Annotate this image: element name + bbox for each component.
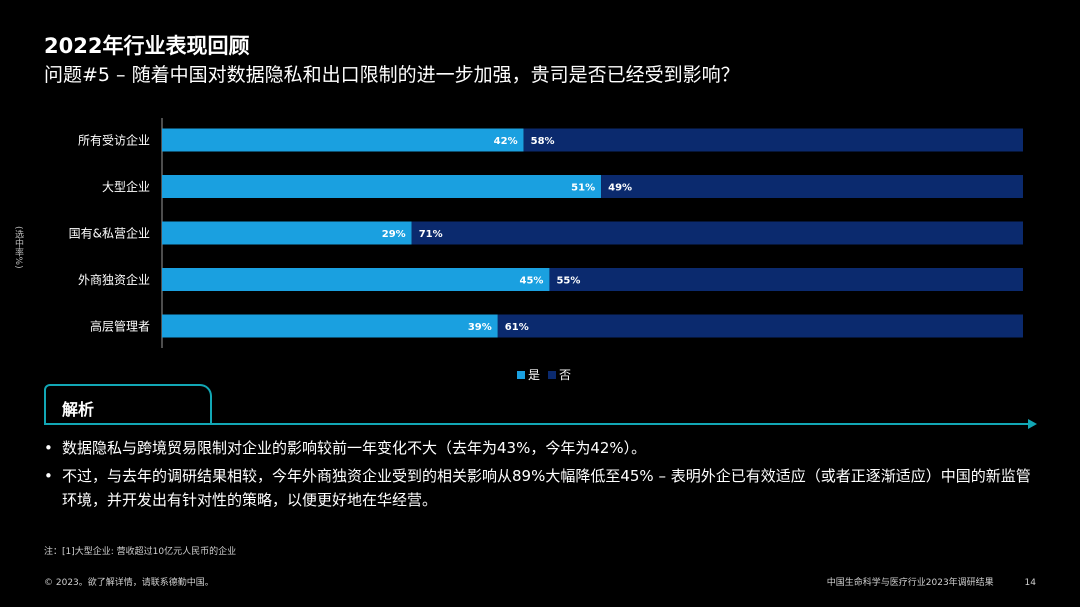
data-label-yes: 51%	[571, 183, 595, 194]
data-label-yes: 39%	[468, 322, 492, 333]
data-label-no: 71%	[419, 229, 443, 240]
stacked-bar-chart: 所有受访企业 42% 58% 大型企业 51% 49% 国有&私营企业 29% 71% 外商独资企…	[69, 118, 1023, 348]
category-label: 外商独资企业	[78, 272, 150, 287]
report-name: 中国生命科学与医疗行业2023年调研结果	[826, 578, 994, 588]
bullet-text: 数据隐私与跨境贸易限制对企业的影响较前一年变化不大（去年为43%，今年为42%）…	[62, 439, 647, 457]
bullet-item: • 数据隐私与跨境贸易限制对企业的影响较前一年变化不大（去年为43%，今年为42…	[44, 436, 1034, 460]
page-subtitle: 问题#5 – 随着中国对数据隐私和出口限制的进一步加强，贵司是否已经受到影响？	[44, 64, 740, 86]
category-label: 大型企业	[102, 179, 150, 194]
copyright: © 2023。欲了解详情，请联系德勤中国。	[44, 578, 214, 588]
bar-no	[497, 314, 1023, 338]
analysis-heading: 解析	[62, 400, 95, 419]
legend-label-yes: 是	[528, 368, 541, 382]
data-label-no: 61%	[505, 322, 529, 333]
footer-right: 中国生命科学与医疗行业2023年调研结果 14	[827, 575, 1036, 588]
bar-yes	[162, 314, 498, 338]
data-label-no: 55%	[556, 276, 580, 287]
category-label: 国有&私营企业	[69, 226, 150, 241]
analysis-bullets: • 数据隐私与跨境贸易限制对企业的影响较前一年变化不大（去年为43%，今年为42…	[44, 436, 1034, 516]
axis-side-label: (选中率%)	[13, 226, 23, 269]
data-label-no: 58%	[531, 136, 555, 147]
data-label-yes: 45%	[520, 276, 544, 287]
bar-no	[601, 175, 1023, 198]
bar-yes	[162, 268, 550, 291]
bar-yes	[162, 221, 412, 245]
bar-yes	[162, 175, 602, 198]
bullet-dot-icon: •	[44, 439, 53, 457]
bar-no	[523, 128, 1023, 152]
bullet-dot-icon: •	[44, 467, 53, 485]
chart-legend: 是 否	[517, 366, 575, 383]
analysis-divider	[44, 423, 1029, 425]
legend-label-no: 否	[559, 368, 572, 382]
footnote: 注：[1]大型企业: 营收超过10亿元人民币的企业	[44, 547, 237, 557]
legend-item-yes: 是	[517, 366, 540, 383]
legend-item-no: 否	[548, 366, 571, 383]
bullet-text: 不过，与去年的调研结果相较，今年外商独资企业受到的相关影响从89%大幅降低至45…	[62, 467, 1031, 509]
data-label-yes: 42%	[494, 136, 518, 147]
bar-no	[549, 268, 1023, 291]
bar-yes	[162, 128, 524, 152]
arrow-right-icon	[1028, 419, 1037, 429]
analysis-tab	[44, 384, 212, 424]
data-label-no: 49%	[608, 183, 632, 194]
page-number: 14	[1024, 578, 1036, 588]
category-label: 所有受访企业	[78, 133, 150, 148]
bullet-item: • 不过，与去年的调研结果相较，今年外商独资企业受到的相关影响从89%大幅降低至…	[44, 464, 1034, 512]
legend-swatch-yes	[517, 370, 525, 379]
legend-swatch-no	[548, 370, 557, 379]
data-label-yes: 29%	[382, 229, 406, 240]
bar-no	[411, 221, 1023, 245]
page-title: 2022年行业表现回顾	[44, 34, 250, 58]
category-label: 高层管理者	[90, 319, 150, 334]
